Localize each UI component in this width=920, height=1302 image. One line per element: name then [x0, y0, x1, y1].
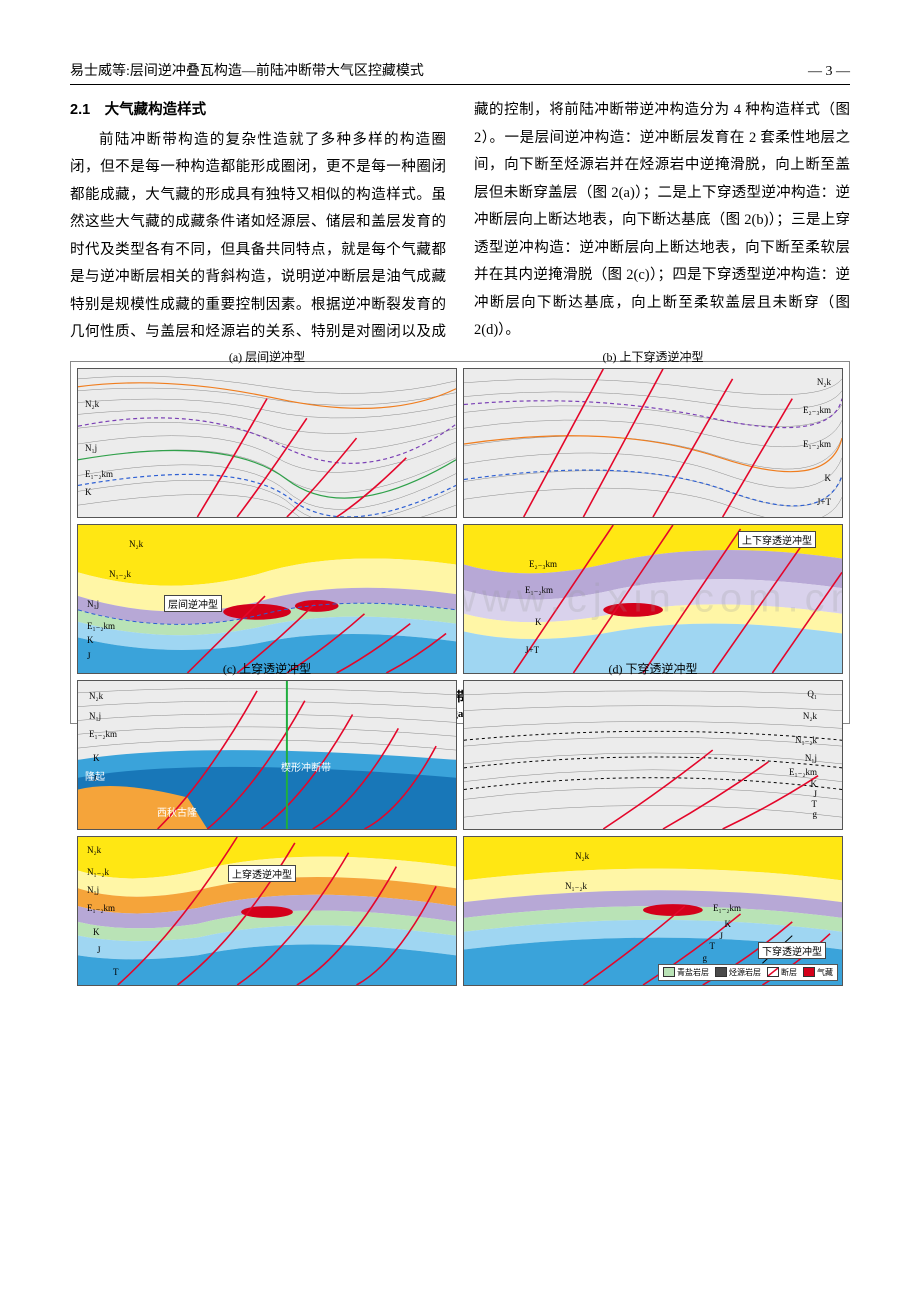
strat-label: E₁₋₂km: [788, 767, 818, 778]
panel-a-schematic: N₂k N₁₋₂k N₁j E₁₋₂km K J 层间逆冲型: [77, 524, 457, 674]
panel-caption-d: (d) 下穿透逆冲型: [463, 660, 843, 677]
strat-label: K: [84, 487, 93, 497]
strat-label: K: [724, 919, 733, 929]
body-columns: 2.1 大气藏构造样式 前陆冲断带构造的复杂性造就了多种多样的构造圈闭，但不是每…: [70, 97, 850, 347]
strat-label: N₂k: [128, 539, 144, 549]
strat-label: J: [718, 931, 724, 941]
strat-label: g: [702, 953, 709, 963]
strat-label: N₁j: [804, 753, 818, 763]
west-uplift-label: 西秋古隆: [154, 804, 200, 819]
strat-label: K: [92, 753, 101, 763]
strat-label: N₂k: [802, 711, 818, 721]
strat-label: K: [810, 779, 819, 789]
running-author: 易士威等:层间逆冲叠瓦构造—前陆冲断带大气区控藏模式: [70, 60, 424, 80]
strat-label: E₁₋₂km: [524, 585, 554, 596]
strat-label: N₂k: [816, 377, 832, 387]
strat-label: T: [709, 941, 717, 951]
panel-caption-b: (b) 上下穿透逆冲型: [463, 348, 843, 365]
strat-label: K: [92, 927, 101, 937]
strat-label: K: [824, 473, 833, 483]
strat-label: N₁j: [84, 443, 98, 453]
strat-label: E₁₋₂km: [88, 729, 118, 740]
panel-caption-a: (a) 层间逆冲型: [77, 348, 457, 365]
strat-label: N₁₋₂k: [108, 569, 132, 580]
panel-b-seismic: N₂k E₂₋₃km E₁₋₂km K J+T: [463, 368, 843, 518]
strat-label: T: [112, 967, 120, 977]
strat-label: N₁j: [86, 885, 100, 895]
strat-label: N₁₋₂k: [794, 735, 818, 746]
panel-caption-c: (c) 上穿透逆冲型: [77, 660, 457, 677]
strat-label: N₁j: [86, 599, 100, 609]
strat-label: E₁₋₂km: [86, 903, 116, 914]
strat-label: J: [812, 789, 818, 799]
strat-label: N₂k: [86, 845, 102, 855]
strat-label: N₁j: [88, 711, 102, 721]
panel-d-schematic: N₂k N₁₋₂k E₁₋₂km K J T g 下穿透逆冲型 青盐岩层 烃源岩…: [463, 836, 843, 986]
strat-label: E₁₋₂km: [802, 439, 832, 450]
body-paragraph: 前陆冲断带构造的复杂性造就了多种多样的构造圈闭，但不是每一种构造都能形成圈闭，更…: [70, 97, 850, 347]
strat-label: T: [811, 799, 819, 809]
legend: 青盐岩层 烃源岩层 断层 气藏: [658, 964, 838, 981]
strat-label: E₁₋₂km: [712, 903, 742, 914]
panel-c-schematic: N₂k N₁₋₂k N₁j E₁₋₂km K J T 上穿透逆冲型: [77, 836, 457, 986]
strat-label: J: [96, 945, 102, 955]
strat-label: N₂k: [84, 399, 100, 409]
callout-updown: 上下穿透逆冲型: [738, 531, 816, 548]
callout-downpen: 下穿透逆冲型: [758, 942, 826, 959]
strat-label: N₂k: [88, 691, 104, 701]
strat-label: E₂₋₃km: [528, 559, 558, 570]
strat-label: Q₁: [806, 689, 818, 699]
wedge-label: 楔形冲断带: [278, 759, 334, 774]
panel-a-seismic: N₂k N₁j E₁₋₂km K: [77, 368, 457, 518]
strat-label: g: [812, 809, 819, 819]
strat-label: K: [86, 635, 95, 645]
strat-label: K: [534, 617, 543, 627]
callout-uppen: 上穿透逆冲型: [228, 865, 296, 882]
section-heading: 2.1 大气藏构造样式: [70, 97, 446, 125]
strat-label: J+T: [816, 497, 832, 507]
page: 易士威等:层间逆冲叠瓦构造—前陆冲断带大气区控藏模式 — 3 — 2.1 大气藏…: [0, 0, 920, 784]
panel-c-seismic: N₂k N₁j E₁₋₂km K J 隆起 西秋古隆 楔形冲断带: [77, 680, 457, 830]
strat-label: N₁₋₂k: [564, 881, 588, 892]
callout-interlayer: 层间逆冲型: [164, 595, 222, 612]
page-number: — 3 —: [790, 64, 850, 80]
strat-label: E₁₋₂km: [84, 469, 114, 480]
panel-d-seismic: Q₁ N₂k N₁₋₂k N₁j E₁₋₂km K J T g: [463, 680, 843, 830]
strat-label: E₁₋₂km: [86, 621, 116, 632]
strat-label: N₂k: [574, 851, 590, 861]
figure-2: N₂k N₁j E₁₋₂km K: [70, 361, 850, 724]
uplift-label: 隆起: [82, 768, 108, 783]
strat-label: N₁₋₂k: [86, 867, 110, 878]
panel-b-schematic: E₂₋₃km E₁₋₂km K J+T 上下穿透逆冲型 www.cjxin.co…: [463, 524, 843, 674]
strat-label: E₂₋₃km: [802, 405, 832, 416]
running-head: 易士威等:层间逆冲叠瓦构造—前陆冲断带大气区控藏模式 — 3 —: [70, 60, 850, 85]
strat-label: J+T: [524, 645, 540, 655]
